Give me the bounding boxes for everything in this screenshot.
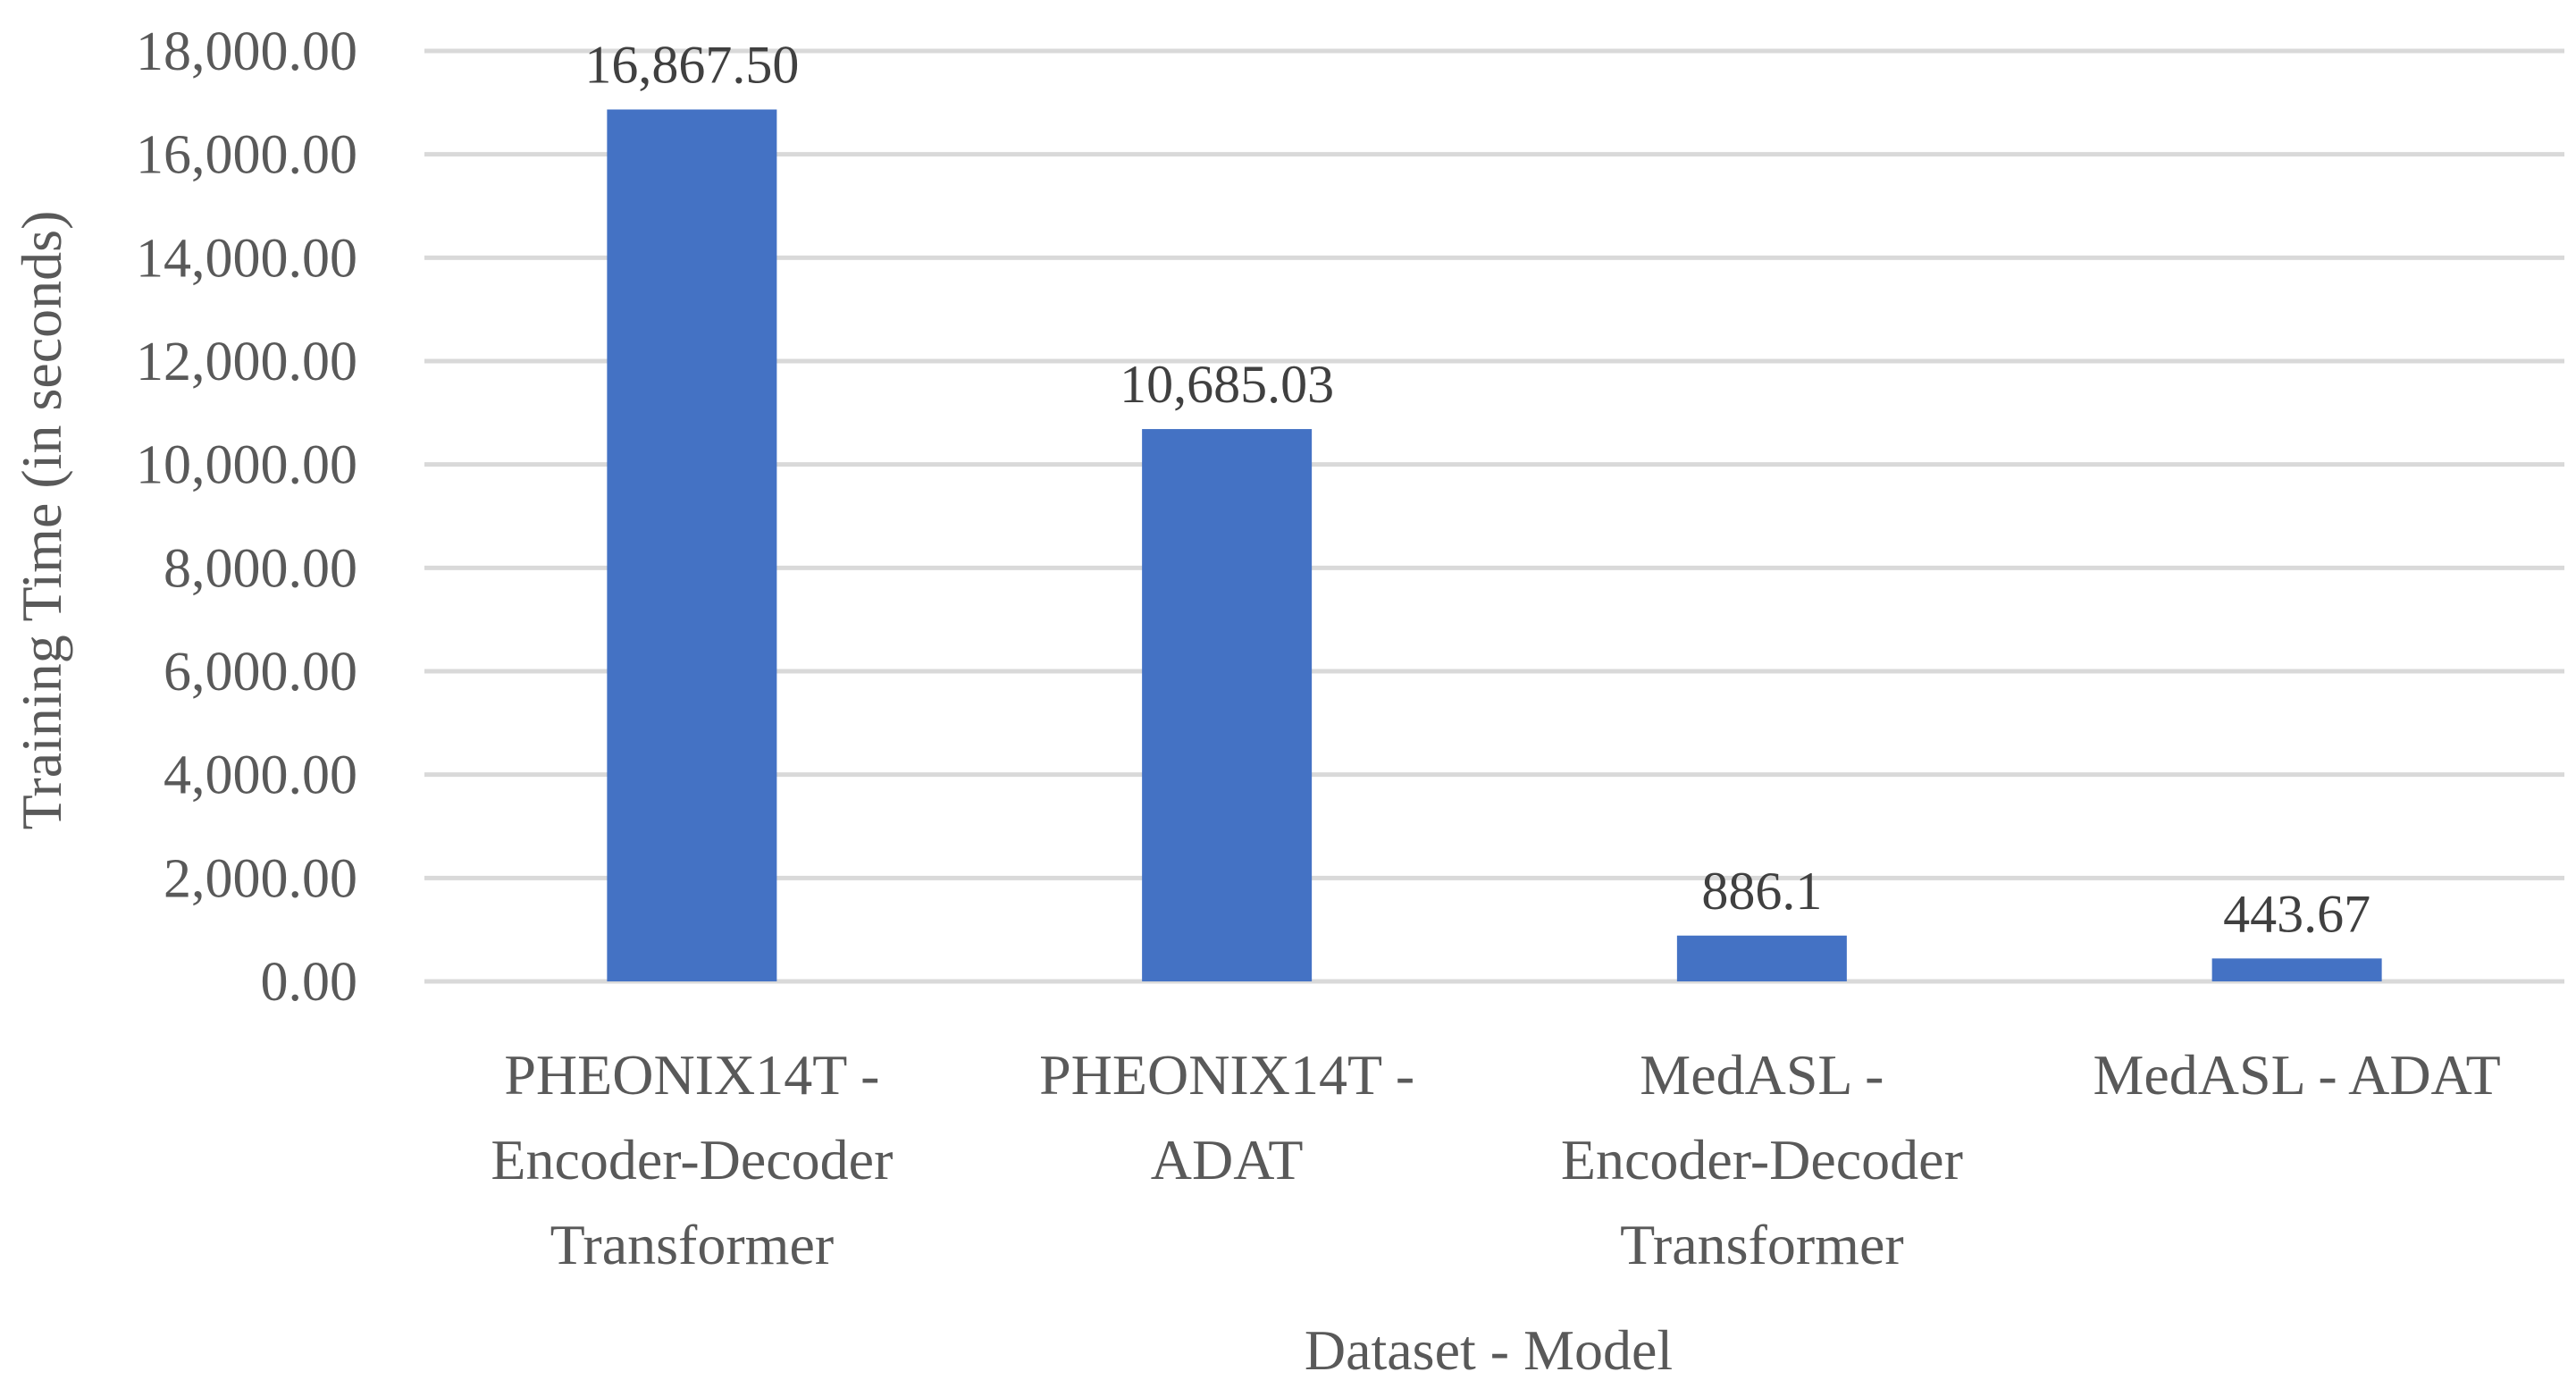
y-tick-label: 14,000.00 <box>136 228 357 289</box>
bars <box>607 109 2382 982</box>
y-tick-label: 4,000.00 <box>164 745 357 806</box>
y-tick-label: 0.00 <box>261 952 358 1013</box>
category-label: Encoder-Decoder <box>491 1128 893 1191</box>
bar <box>607 109 777 982</box>
category-label: MedASL - <box>1640 1043 1884 1107</box>
bar <box>2211 958 2382 981</box>
category-label: ADAT <box>1151 1128 1304 1191</box>
category-label: Transformer <box>1620 1213 1904 1276</box>
y-tick-label: 10,000.00 <box>136 435 357 496</box>
data-label: 10,685.03 <box>1120 355 1334 414</box>
data-labels: 16,867.50 10,685.03 886.1 443.67 <box>584 35 2370 943</box>
y-tick-label: 12,000.00 <box>136 332 357 392</box>
category-label: Encoder-Decoder <box>1561 1128 1963 1191</box>
x-axis-title: Dataset - Model <box>1305 1318 1673 1382</box>
y-tick-label: 2,000.00 <box>164 848 357 909</box>
y-tick-label: 8,000.00 <box>164 538 357 599</box>
category-label: MedASL - ADAT <box>2093 1043 2500 1107</box>
gridlines <box>424 48 2564 984</box>
category-label: PHEONIX14T - <box>1039 1043 1414 1107</box>
y-tick-label: 18,000.00 <box>136 21 357 82</box>
bar <box>1676 935 1847 981</box>
data-label: 16,867.50 <box>584 35 799 94</box>
data-label: 886.1 <box>1701 862 1822 921</box>
y-axis-title: Training Time (in seconds) <box>10 211 73 830</box>
bar <box>1142 429 1313 982</box>
data-label: 443.67 <box>2223 884 2370 943</box>
y-axis-ticks: 0.00 2,000.00 4,000.00 6,000.00 8,000.00 10,0… <box>136 21 357 1013</box>
category-label: PHEONIX14T - <box>504 1043 879 1107</box>
y-tick-label: 16,000.00 <box>136 125 357 186</box>
x-axis-categories: PHEONIX14T - Encoder-Decoder Transformer PH… <box>491 1043 2500 1276</box>
category-label: Transformer <box>550 1213 835 1276</box>
y-tick-label: 6,000.00 <box>164 642 357 703</box>
